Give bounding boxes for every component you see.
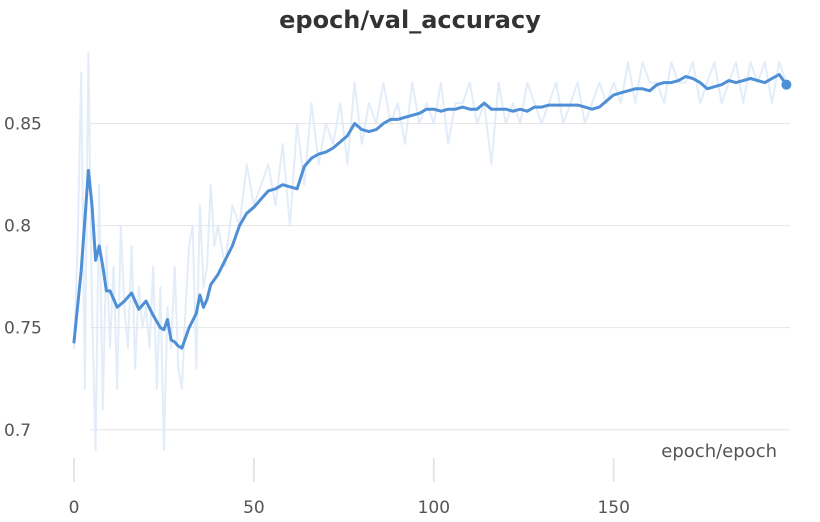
chart-title: epoch/val_accuracy — [279, 6, 541, 34]
y-tick-label: 0.8 — [4, 217, 31, 237]
raw-series-layer — [73, 51, 788, 452]
tick-label-layer: 0.7 0.75 0.8 0.85 0 50 100 150 — [4, 114, 630, 518]
x-tick-label: 50 — [243, 498, 265, 518]
x-tick-label: 0 — [69, 498, 80, 518]
grid-layer — [73, 122, 790, 482]
y-tick-label: 0.85 — [4, 114, 42, 134]
x-tick-label: 100 — [418, 498, 450, 518]
smoothed-series-layer — [72, 73, 792, 350]
x-axis-title: epoch/epoch — [661, 441, 777, 462]
y-tick-label: 0.75 — [4, 319, 42, 339]
series-end-point — [781, 79, 792, 90]
raw-series-line — [73, 51, 788, 452]
smoothed-series-line — [72, 73, 788, 350]
x-tick-label: 150 — [597, 498, 629, 518]
y-tick-label: 0.7 — [4, 421, 31, 441]
